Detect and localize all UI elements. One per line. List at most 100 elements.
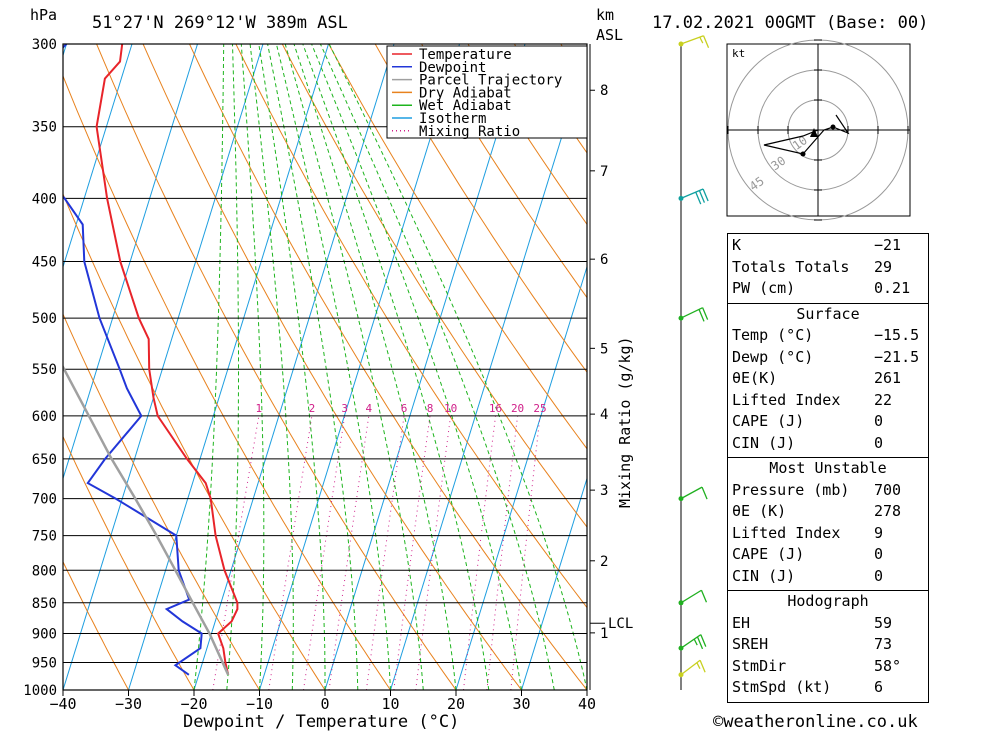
km-tick-label: 7 xyxy=(600,164,608,180)
isotherm-line xyxy=(324,44,526,690)
mixing-ratio-line xyxy=(303,415,346,690)
x-tick-label: −10 xyxy=(246,695,273,713)
isotherm-line xyxy=(0,44,1,690)
svg-text:Mixing Ratio: Mixing Ratio xyxy=(419,124,520,140)
dry-adiabat-line xyxy=(96,44,457,690)
mixing-ratio-line xyxy=(365,415,405,690)
most-unstable-row: CIN (J) 0 xyxy=(732,567,924,588)
km-tick-label: 5 xyxy=(600,341,608,357)
km-tick-label: 8 xyxy=(600,83,608,99)
mixing-ratio-label: 25 xyxy=(533,402,546,415)
isotherm-line xyxy=(521,476,587,690)
y-tick-label: 400 xyxy=(32,191,57,207)
y-tick-label: 450 xyxy=(32,255,57,271)
isotherm-line xyxy=(455,265,587,690)
y-tick-label: 800 xyxy=(32,563,57,579)
index-value: 6 xyxy=(874,678,884,696)
legend-item: Temperature xyxy=(392,47,512,63)
x-tick-label: 30 xyxy=(512,695,530,713)
hodograph-point xyxy=(800,151,806,157)
y-tick-label: 650 xyxy=(32,452,57,468)
wet-adiabat-line xyxy=(193,44,225,690)
general-row: K −21 xyxy=(732,236,924,257)
mixing-ratio-label: 16 xyxy=(489,402,502,415)
hodograph-unit: kt xyxy=(732,47,745,60)
y-tick-label: 550 xyxy=(32,362,57,378)
index-label: EH xyxy=(732,613,751,632)
index-value: 22 xyxy=(874,390,893,409)
copyright: ©weatheronline.co.uk xyxy=(713,712,918,732)
wind-barb xyxy=(678,35,710,49)
y-tick-label: 750 xyxy=(32,529,57,545)
index-value: 29 xyxy=(874,257,893,276)
wet-adiabat-line xyxy=(258,44,326,690)
mixing-ratio-label: 10 xyxy=(444,402,457,415)
index-label: θE(K) xyxy=(732,369,778,387)
x-tick-label: 0 xyxy=(320,695,329,713)
index-label: CAPE (J) xyxy=(732,412,805,430)
index-value: 0 xyxy=(874,433,884,452)
dry-adiabat-line xyxy=(63,560,129,690)
x-tick-label: 10 xyxy=(381,695,399,713)
index-label: CIN (J) xyxy=(732,433,796,452)
y-tick-label: 1000 xyxy=(23,683,57,699)
x-axis-label: Dewpoint / Temperature (°C) xyxy=(183,712,459,732)
index-value: 0.21 xyxy=(874,279,911,297)
km-tick-label: 4 xyxy=(600,407,608,423)
index-value: 0 xyxy=(874,566,884,585)
dry-adiabat-line xyxy=(421,44,587,299)
isotherm-line xyxy=(63,44,198,481)
dry-adiabat-line xyxy=(142,44,522,690)
most-unstable-row: θE (K) 278 xyxy=(732,502,924,523)
mixing-ratio-line xyxy=(268,415,313,690)
index-label: StmDir xyxy=(732,656,787,675)
svg-text:Wet Adiabat: Wet Adiabat xyxy=(419,98,512,114)
svg-text:Dewpoint: Dewpoint xyxy=(419,60,486,76)
location-title: 51°27'N 269°12'W 389m ASL xyxy=(92,13,348,33)
wind-barb xyxy=(678,188,709,205)
index-value: 0 xyxy=(874,545,884,563)
lcl-label: LCL xyxy=(608,616,633,632)
mixing-ratio-line xyxy=(212,415,260,690)
legend-item: Isotherm xyxy=(392,111,486,127)
mixing-ratio-label: 2 xyxy=(309,402,316,415)
index-label: Pressure (mb) xyxy=(732,480,850,499)
index-label: CIN (J) xyxy=(732,566,796,585)
surface-row: CAPE (J) 0 xyxy=(732,412,924,433)
legend-box xyxy=(386,45,588,139)
x-tick-label: 40 xyxy=(578,695,596,713)
legend-item: Dry Adiabat xyxy=(392,85,512,101)
isotherm-line xyxy=(390,53,587,690)
index-value: 0 xyxy=(874,412,884,430)
hodograph-point xyxy=(830,124,836,130)
most-unstable-row: Lifted Index 9 xyxy=(732,524,924,545)
isotherm-line xyxy=(128,44,329,690)
surface-row: Temp (°C) −15.5 xyxy=(732,326,924,347)
x-tick-label: −40 xyxy=(49,695,76,713)
legend-item: Wet Adiabat xyxy=(392,98,512,114)
panel-separator xyxy=(728,457,928,458)
wet-adiabat-line xyxy=(328,44,587,690)
km-tick-label: 2 xyxy=(600,554,608,570)
y-tick-label: 300 xyxy=(32,37,57,53)
surface-title: Surface xyxy=(796,304,860,323)
temperature-line xyxy=(95,44,239,676)
legend-item: Mixing Ratio xyxy=(392,124,520,140)
mixing-ratio-label: 20 xyxy=(511,402,524,415)
mixing-ratio-label: 8 xyxy=(427,402,434,415)
mixing-ratio-label: 6 xyxy=(401,402,408,415)
index-value: 261 xyxy=(874,369,902,387)
dry-adiabat-line xyxy=(467,44,587,226)
most-unstable-row: CAPE (J) 0 xyxy=(732,545,924,566)
asl-label: ASL xyxy=(596,26,623,44)
surface-row: CIN (J) 0 xyxy=(732,434,924,455)
index-label: SREH xyxy=(732,635,769,653)
index-value: −21 xyxy=(874,236,902,254)
y-tick-label: 600 xyxy=(32,409,57,425)
dry-adiabat-line xyxy=(189,44,587,690)
index-value: 58° xyxy=(874,656,902,675)
legend-item: Dewpoint xyxy=(392,60,486,76)
most-unstable-row: Pressure (mb) 700 xyxy=(732,481,924,502)
svg-text:Isotherm: Isotherm xyxy=(419,111,486,127)
